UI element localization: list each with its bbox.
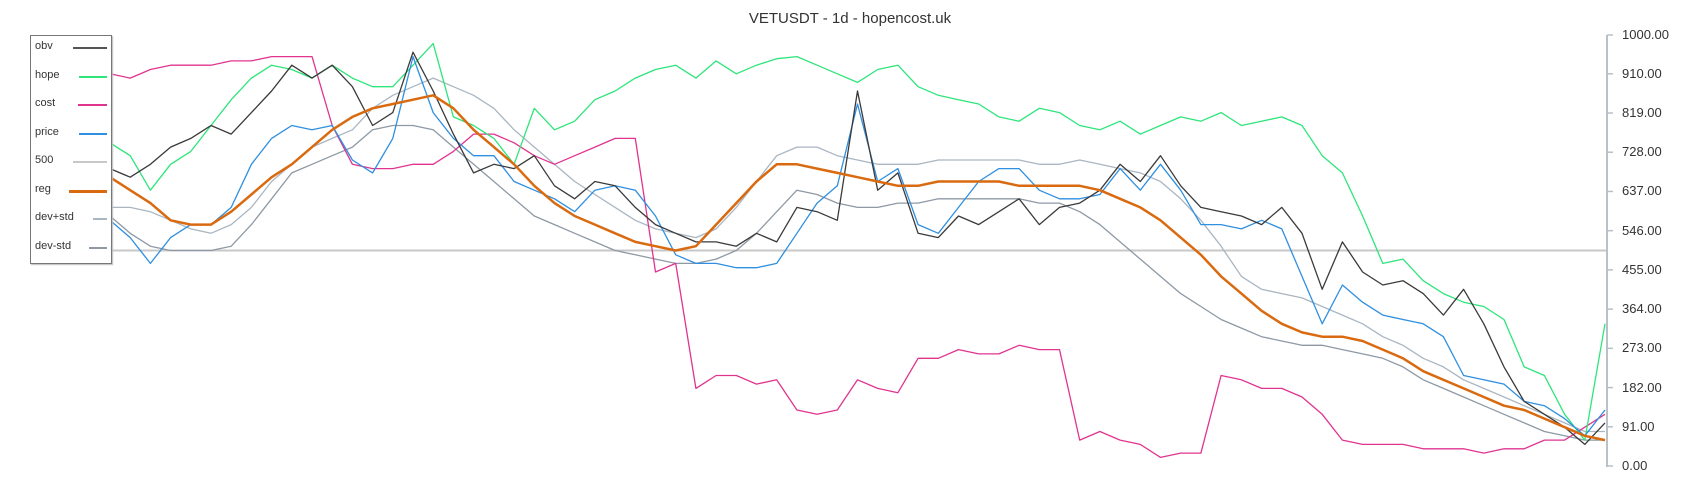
legend-item-cost[interactable]: cost [35,97,55,109]
legend-label: hope [35,69,60,81]
legend-swatch-obv [73,47,107,49]
y-tick-label: 455.00 [1622,261,1662,277]
legend-label: dev+std [35,211,74,223]
series-line-dev-std [109,124,1605,441]
legend-swatch-reg [69,190,107,193]
legend-swatch-cost [78,104,107,106]
series-line-reg [109,94,1606,442]
series-line-dev-plus-std [110,77,1605,433]
series-line-obv [109,51,1606,446]
y-tick-label: 182.00 [1622,379,1662,395]
legend-item-500[interactable]: 500 [35,154,53,166]
chart-title: VETUSDT - 1d - hopencost.uk [748,10,952,27]
legend: obv hope cost price 500 reg dev+std dev-… [30,35,112,264]
legend-swatch-price [79,133,107,135]
y-tick-label: 728.00 [1622,144,1662,160]
legend-item-dev-plus-std[interactable]: dev+std [35,211,74,223]
y-tick-label: 637.00 [1622,183,1662,199]
y-tick-label: 0.00 [1622,458,1648,473]
legend-item-obv[interactable]: obv [35,40,53,52]
y-tick-label: 1000.00 [1622,27,1669,42]
legend-item-hope[interactable]: hope [35,69,59,81]
y-tick-label: 364.00 [1622,301,1662,317]
legend-swatch-dev-plus-std [93,218,107,220]
y-tick-label: 273.00 [1622,340,1662,356]
legend-label: obv [35,40,53,52]
legend-label: reg [35,183,51,195]
y-tick-label: 546.00 [1622,222,1662,238]
legend-label: price [35,126,59,138]
series-line-hope [109,42,1606,441]
legend-label: 500 [35,154,54,166]
legend-swatch-dev-minus-std [89,247,107,249]
legend-item-reg[interactable]: reg [35,183,51,195]
legend-label: cost [35,97,56,109]
legend-label: dev-std [35,240,72,252]
y-axis-ticks [1607,34,1613,467]
legend-item-price[interactable]: price [35,126,59,138]
legend-swatch-hope [79,76,107,78]
legend-item-dev-minus-std[interactable]: dev-std [35,240,71,252]
series-line-cost [109,55,1606,459]
series-layer [105,42,1607,459]
y-tick-label: 91.00 [1622,418,1655,434]
y-tick-label: 910.00 [1622,65,1662,81]
y-tick-label: 819.00 [1622,105,1662,120]
legend-swatch-500 [73,161,107,163]
series-line-price [109,55,1606,437]
